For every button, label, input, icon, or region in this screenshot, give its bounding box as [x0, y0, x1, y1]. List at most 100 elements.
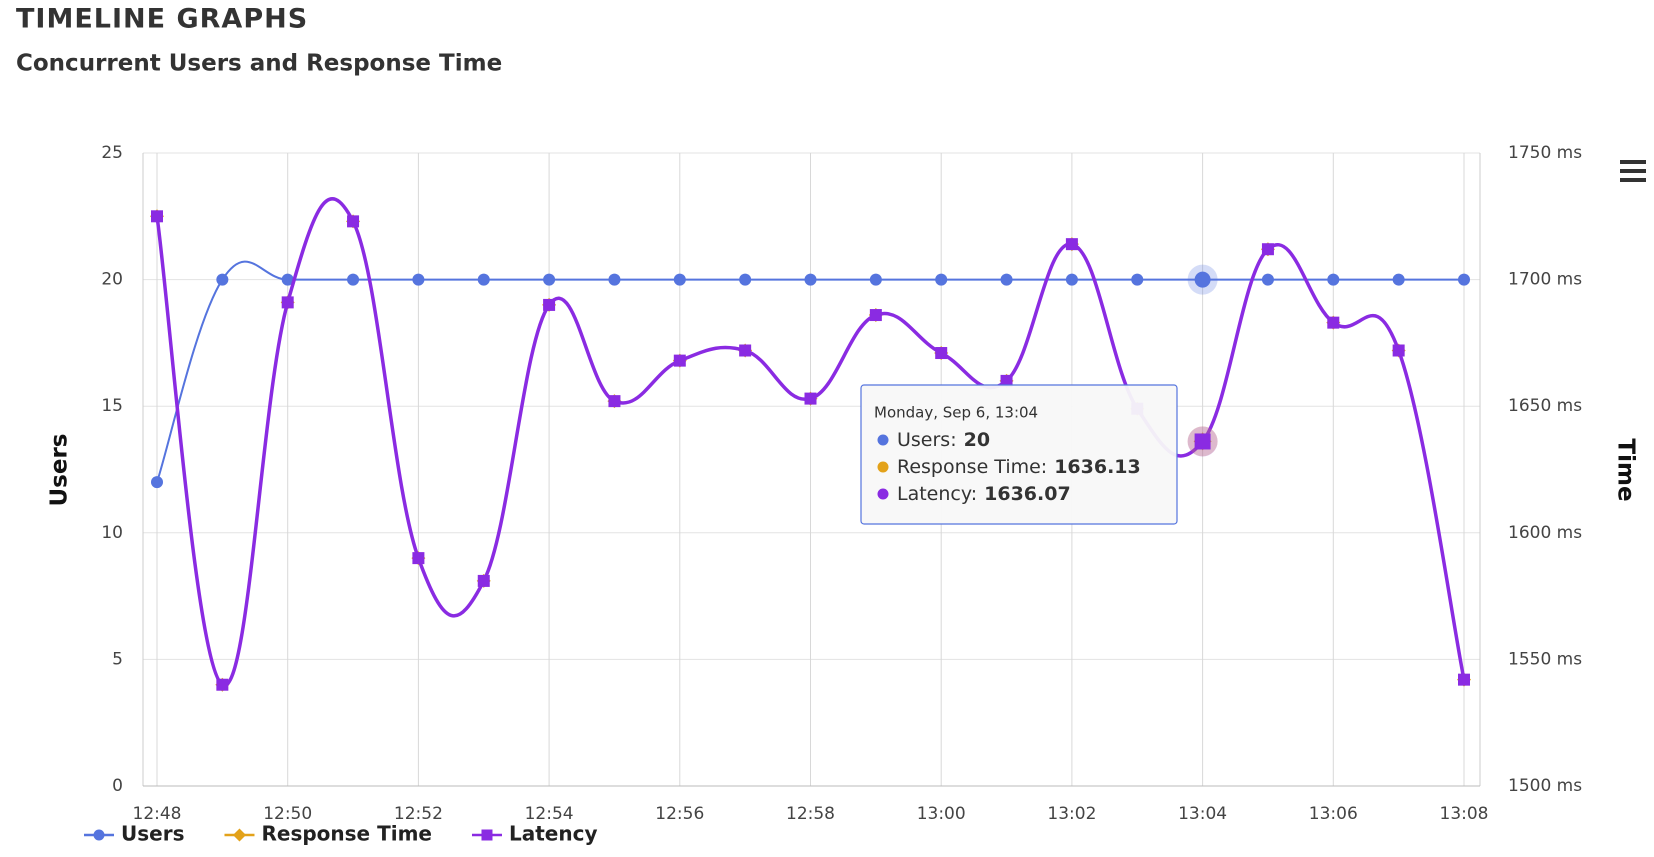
- x-tick-label: 13:02: [1047, 804, 1096, 824]
- series-line: [155, 197, 1466, 687]
- tooltip-label: Users:: [897, 429, 957, 451]
- point: [1131, 273, 1144, 286]
- y2-tick-label: 1650 ms: [1508, 396, 1582, 416]
- point: [543, 273, 556, 286]
- legend-label: Response Time: [261, 822, 432, 846]
- x-tick-label: 13:06: [1309, 804, 1358, 824]
- tooltip-dot: [877, 434, 889, 446]
- point: [1458, 273, 1470, 286]
- y2-tick-label: 1700 ms: [1508, 270, 1582, 290]
- x-tick-label: 13:00: [917, 804, 966, 824]
- point: [481, 829, 493, 841]
- tooltip-date: Monday, Sep 6, 13:04: [874, 404, 1038, 422]
- y2-tick-label: 1550 ms: [1508, 649, 1582, 669]
- menu-bar: [1620, 160, 1646, 164]
- point: [935, 273, 948, 286]
- point: [869, 273, 882, 286]
- point: [608, 273, 621, 286]
- y-tick-label: 25: [101, 143, 123, 163]
- legend-item[interactable]: Response Time: [224, 822, 432, 846]
- point: [412, 552, 425, 565]
- tooltip-row: Latency: 1636.07: [897, 483, 1071, 505]
- tooltip-value: 20: [964, 429, 990, 451]
- y-tick-label: 5: [112, 649, 123, 669]
- point: [1458, 673, 1470, 686]
- y-tick-label: 20: [101, 270, 123, 290]
- y-tick-label: 10: [101, 523, 123, 543]
- point: [673, 273, 686, 286]
- x-tick-label: 12:48: [133, 804, 182, 824]
- point: [281, 296, 294, 309]
- point: [412, 273, 425, 286]
- legend-item[interactable]: Latency: [471, 822, 598, 846]
- point: [216, 273, 229, 286]
- point: [477, 273, 490, 286]
- point: [281, 273, 294, 286]
- legend-label: Latency: [509, 822, 598, 846]
- y-axis-title: Users: [47, 434, 73, 507]
- point: [1392, 273, 1405, 286]
- point: [673, 354, 686, 367]
- x-tick-label: 12:58: [786, 804, 835, 824]
- point: [1392, 344, 1405, 357]
- point: [1000, 374, 1013, 387]
- tooltip-value: 1636.13: [1054, 456, 1141, 478]
- point: [93, 829, 105, 841]
- y2-tick-label: 1750 ms: [1508, 143, 1582, 163]
- page-title: TIMELINE GRAPHS: [16, 4, 308, 35]
- series-line: [156, 260, 1464, 483]
- y2-axis-title: Time: [1613, 438, 1639, 501]
- point: [739, 273, 752, 286]
- point: [739, 344, 752, 357]
- point: [216, 678, 229, 691]
- point: [347, 273, 360, 286]
- tooltip-value: 1636.07: [984, 483, 1071, 505]
- menu-bar: [1620, 169, 1646, 173]
- point: [1261, 273, 1274, 286]
- point: [347, 215, 360, 228]
- x-tick-label: 12:56: [655, 804, 704, 824]
- tooltip-dot: [877, 488, 889, 500]
- chart-subtitle: Concurrent Users and Response Time: [16, 51, 502, 77]
- legend-label: Users: [121, 822, 184, 846]
- point: [1327, 273, 1340, 286]
- point: [151, 210, 163, 223]
- menu-bar: [1620, 178, 1646, 182]
- point: [151, 476, 163, 489]
- tooltip-label: Latency:: [897, 483, 977, 505]
- tooltip-row: Response Time: 1636.13: [897, 456, 1141, 478]
- x-tick-label: 13:08: [1440, 804, 1489, 824]
- point: [804, 392, 817, 405]
- tooltip-dot: [877, 461, 889, 473]
- tooltip: Monday, Sep 6, 13:04 Users: 20 Response Tim…: [860, 384, 1178, 525]
- series: [151, 197, 1470, 691]
- tooltip-box: [860, 384, 1178, 525]
- tooltip-label: Response Time:: [897, 456, 1047, 478]
- series: [151, 260, 1470, 489]
- legend-item[interactable]: Users: [84, 822, 184, 846]
- point: [1261, 243, 1274, 256]
- point: [477, 574, 490, 587]
- x-tick-label: 12:54: [525, 804, 574, 824]
- menu-icon[interactable]: [1620, 160, 1646, 182]
- point: [869, 309, 882, 322]
- point: [1000, 273, 1013, 286]
- point: [543, 298, 556, 311]
- point: [1194, 271, 1211, 288]
- x-tick-label: 13:04: [1178, 804, 1227, 824]
- y-tick-label: 0: [112, 776, 123, 796]
- point: [608, 395, 621, 408]
- point: [935, 347, 948, 360]
- point: [1065, 238, 1078, 251]
- point: [1065, 273, 1078, 286]
- y-tick-label: 15: [101, 396, 123, 416]
- y2-tick-label: 1600 ms: [1508, 523, 1582, 543]
- point: [804, 273, 817, 286]
- tooltip-row: Users: 20: [897, 429, 990, 451]
- x-tick-label: 12:50: [263, 804, 312, 824]
- point: [1194, 433, 1211, 450]
- point: [1327, 316, 1340, 329]
- x-tick-label: 12:52: [394, 804, 443, 824]
